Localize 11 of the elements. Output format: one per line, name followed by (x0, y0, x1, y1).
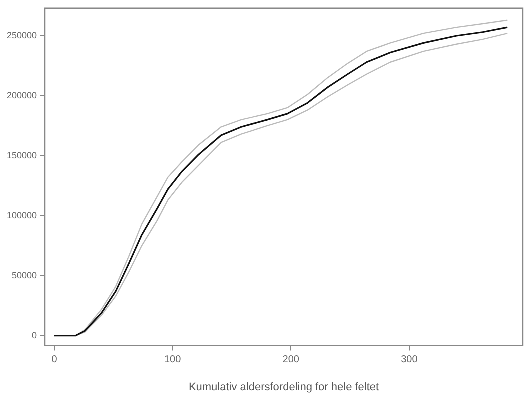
y-tick-label: 200000 (6, 90, 38, 100)
x-tick-label: 200 (282, 354, 300, 366)
x-axis-title: Kumulativ aldersfordeling for hele feltet (188, 381, 380, 394)
x-tick-label: 100 (164, 354, 182, 366)
x-tick-label: 0 (52, 354, 58, 366)
y-tick-label: 150000 (6, 150, 38, 160)
y-tick-label: 250000 (6, 30, 38, 40)
y-tick-label: 0 (32, 330, 38, 340)
y-tick-label: 100000 (6, 210, 38, 220)
y-tick-label: 50000 (12, 270, 38, 280)
x-tick-label: 300 (401, 354, 418, 366)
